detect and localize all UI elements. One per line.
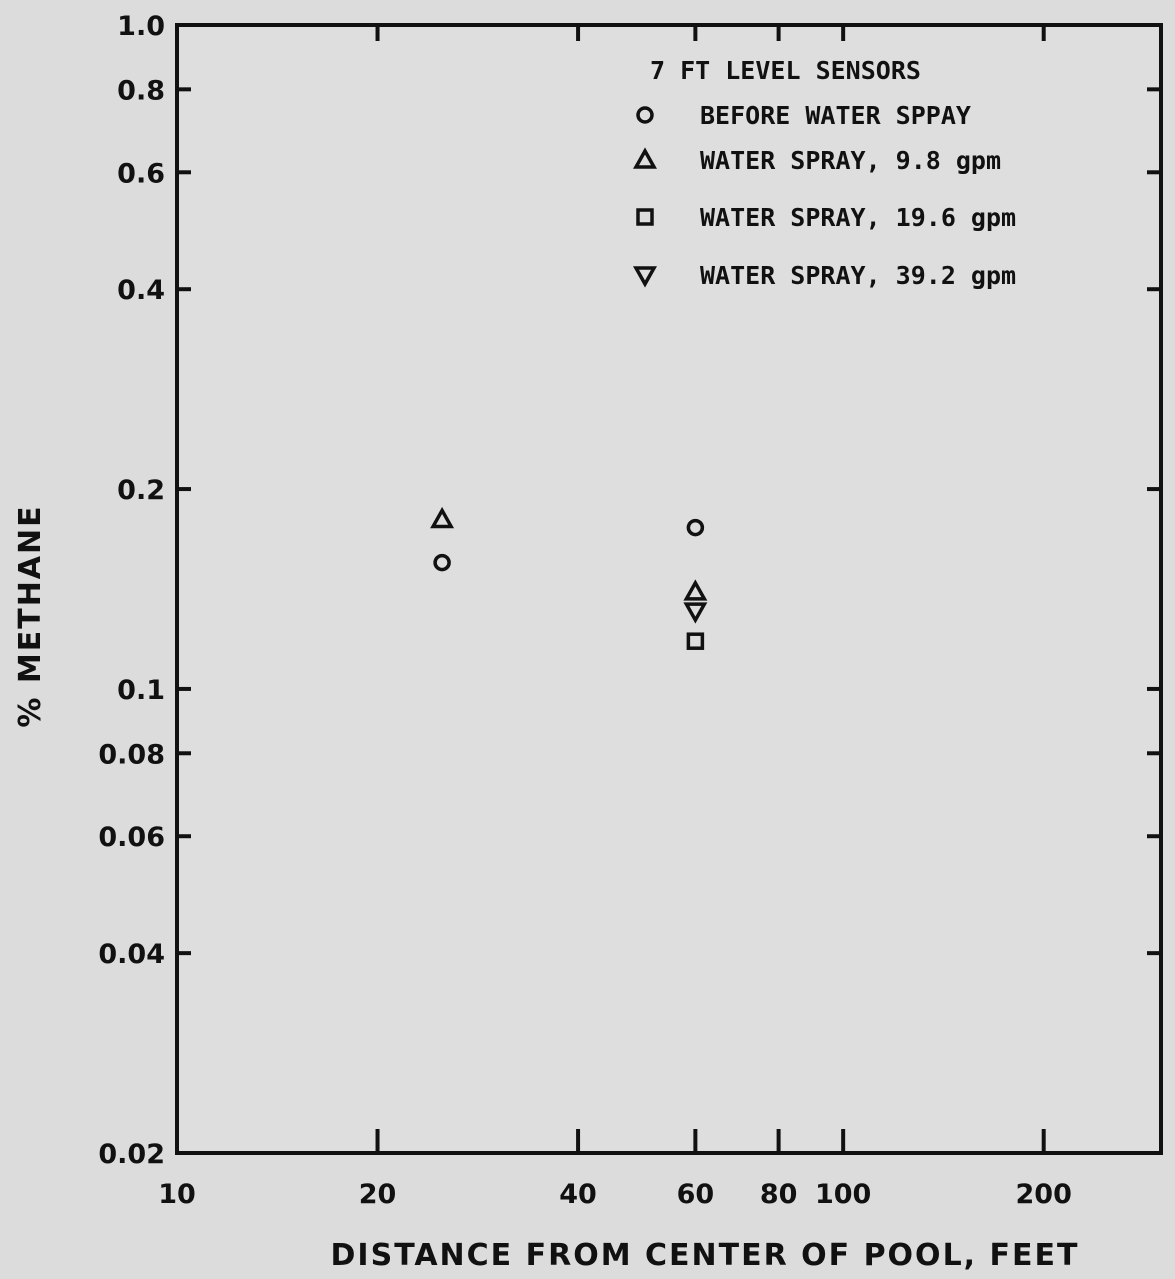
data-points [430, 506, 708, 650]
y-tick-label: 0.06 [98, 822, 165, 853]
legend-marker-triangle-up [633, 147, 657, 169]
data-point-triangle-up [683, 579, 708, 601]
y-tick-label: 0.1 [117, 675, 165, 706]
x-tick-label: 20 [359, 1179, 397, 1210]
data-point-circle [686, 518, 705, 537]
legend-entry-label: WATER SPRAY, 39.2 gpm [700, 261, 1016, 290]
legend-entry-label: BEFORE WATER SPPAY [700, 101, 971, 130]
data-point-triangle-down [683, 602, 708, 624]
x-tick-label: 60 [677, 1179, 715, 1210]
legend: 7 FT LEVEL SENSORS BEFORE WATER SPPAY WATE… [633, 56, 1016, 290]
y-tick-label: 0.04 [98, 939, 165, 970]
y-tick-label: 0.08 [98, 739, 165, 770]
legend-entry-label: WATER SPRAY, 19.6 gpm [700, 203, 1016, 232]
y-tick-label: 0.6 [117, 158, 165, 189]
plot-frame [175, 23, 1163, 1155]
data-point-triangle-up [430, 506, 455, 529]
x-axis-label: DISTANCE FROM CENTER OF POOL, FEET [331, 1238, 1080, 1273]
y-tick-label: 0.4 [117, 275, 165, 306]
y-tick-label: 0.02 [98, 1139, 165, 1170]
x-tick-label: 10 [158, 1179, 196, 1210]
y-axis-label: % METHANE [13, 504, 48, 727]
legend-marker-circle [636, 106, 654, 124]
legend-title: 7 FT LEVEL SENSORS [650, 56, 921, 85]
data-point-square [686, 632, 705, 650]
y-axis-ticks: 1.0 0.8 0.6 0.4 0.2 0.1 0.08 0.06 0.04 0.02 [98, 11, 1161, 1170]
x-tick-label: 80 [760, 1179, 798, 1210]
legend-marker-square [636, 208, 654, 226]
y-tick-label: 0.8 [117, 75, 165, 106]
x-tick-label: 200 [1016, 1179, 1072, 1210]
legend-marker-triangle-down [633, 266, 657, 288]
y-tick-label: 0.2 [117, 475, 165, 506]
data-point-circle [433, 553, 451, 572]
legend-entry-label: WATER SPRAY, 9.8 gpm [700, 146, 1001, 175]
x-tick-label: 40 [559, 1179, 597, 1210]
x-axis-ticks: 10 20 40 60 80 100 200 [158, 25, 1072, 1210]
x-tick-label: 100 [815, 1179, 871, 1210]
y-tick-label: 1.0 [117, 11, 165, 42]
